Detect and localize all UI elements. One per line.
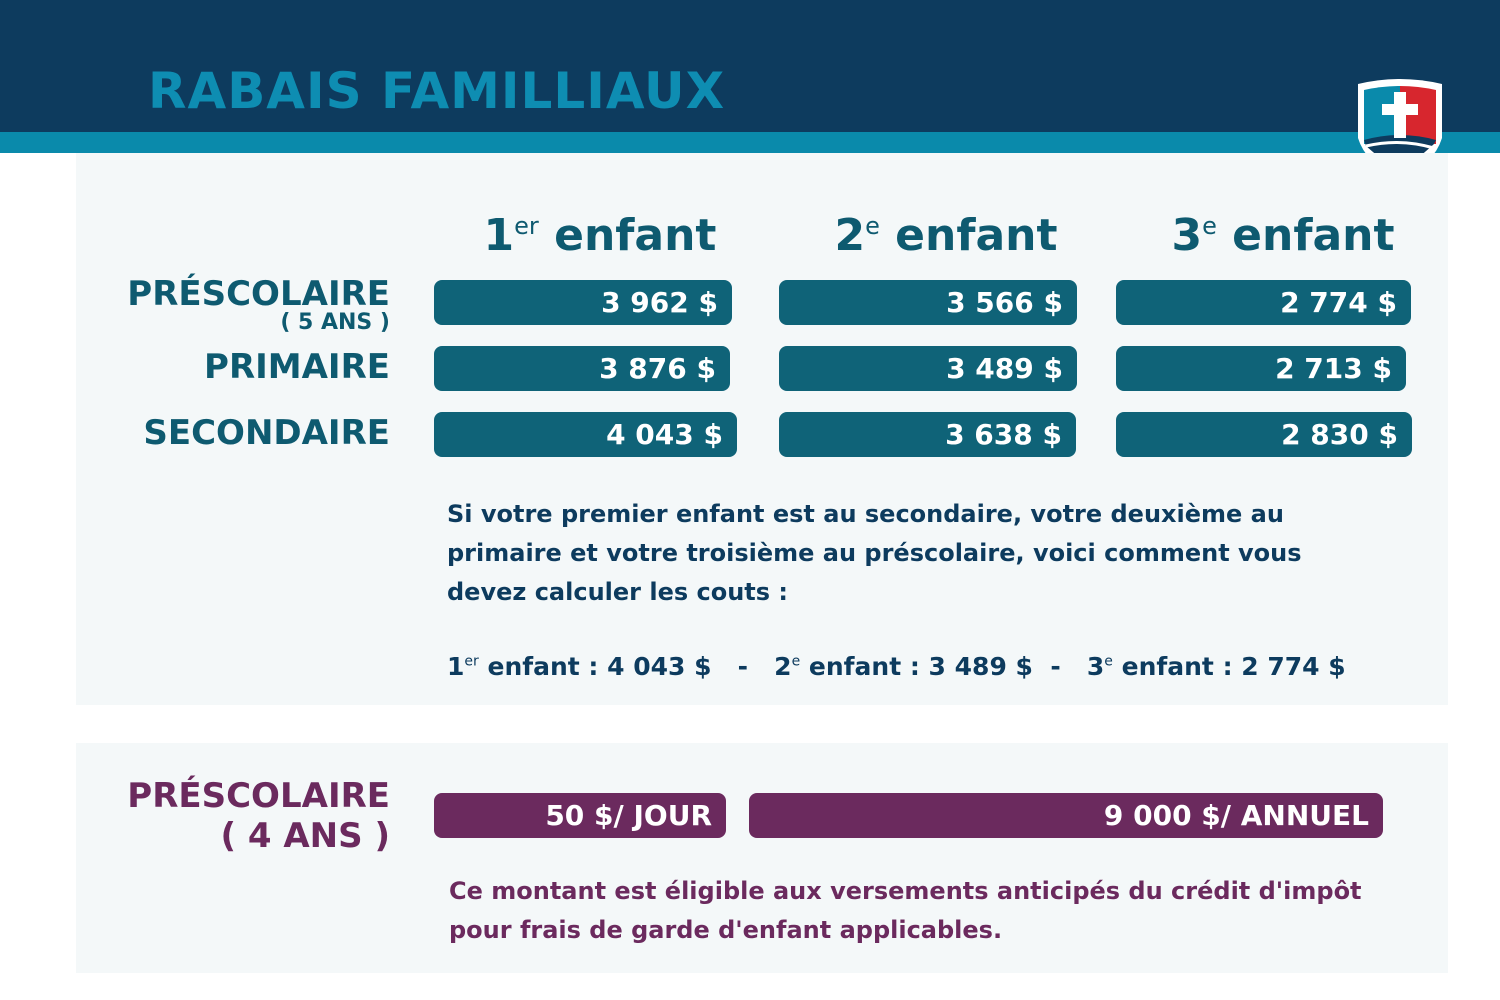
daily-rate-pill: 50 $/ JOUR [434,793,726,838]
row-label-secondaire: SECONDAIRE [143,413,390,453]
example-calculation: 1er enfant : 4 043 $ - 2e enfant : 3 489… [447,652,1346,681]
row-label-primaire: PRIMAIRE [204,347,390,387]
row-sublabel-5ans: ( 5 ANS ) [280,310,390,335]
prek-label: PRÉSCOLAIRE [127,776,390,816]
price-pill: 3 876 $ [434,346,730,391]
price-pill: 3 638 $ [779,412,1076,457]
price-pill: 2 774 $ [1116,280,1411,325]
column-header-2: 2e enfant [834,210,1058,261]
price-pill: 3 489 $ [779,346,1077,391]
header-bar [0,0,1500,132]
page-title: RABAIS FAMILLIAUX [148,62,726,120]
column-header-1: 1er enfant [483,210,717,261]
prek-sublabel: ( 4 ANS ) [220,816,390,856]
example-note: Si votre premier enfant est au secondair… [447,500,1302,606]
price-pill: 3 962 $ [434,280,732,325]
prek-panel [76,743,1448,973]
column-header-3: 3e enfant [1171,210,1395,261]
prek-note: Ce montant est éligible aux versements a… [449,877,1362,944]
price-pill: 3 566 $ [779,280,1077,325]
price-pill: 2 713 $ [1116,346,1406,391]
header-stripe [0,132,1500,153]
annual-rate-pill: 9 000 $/ ANNUEL [749,793,1383,838]
price-pill: 2 830 $ [1116,412,1412,457]
row-label-prescolaire: PRÉSCOLAIRE [127,274,390,314]
price-pill: 4 043 $ [434,412,737,457]
